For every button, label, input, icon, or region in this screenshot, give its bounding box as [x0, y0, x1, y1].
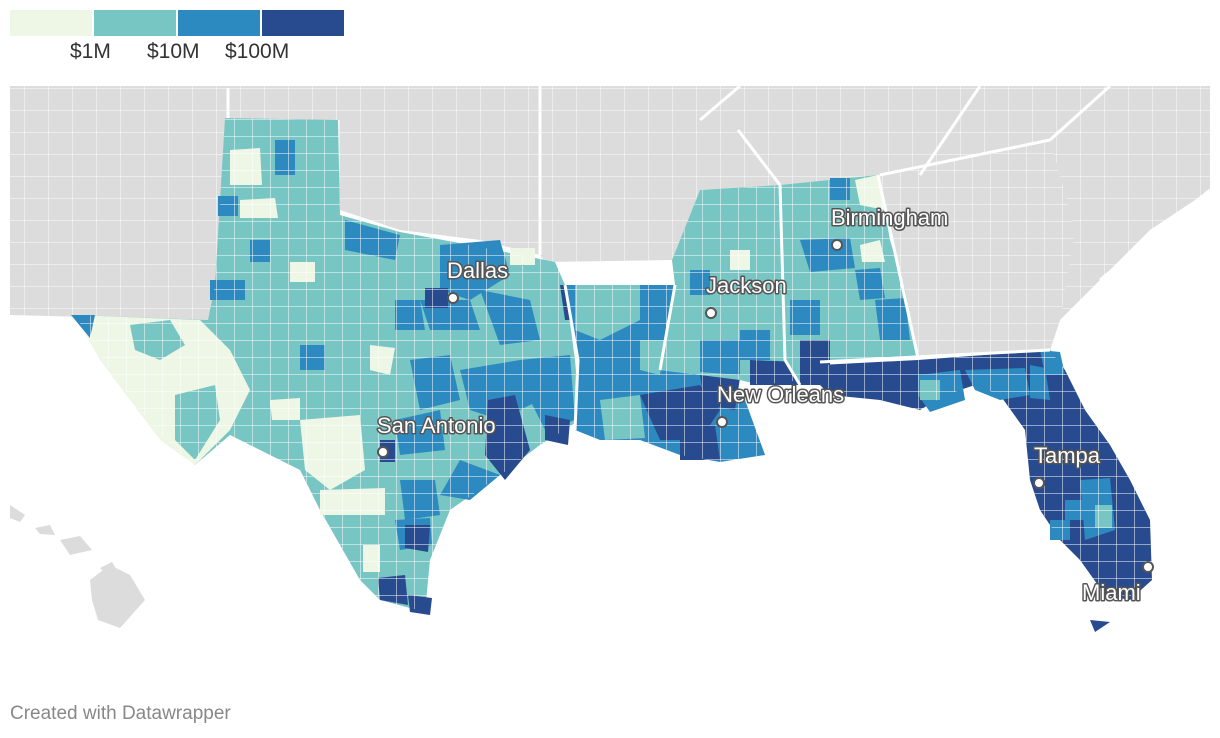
city-label-new-orleans: New Orleans [717, 382, 844, 407]
mississippi-state [660, 185, 800, 385]
alabama-state [780, 175, 918, 385]
legend-label-10m: $10M [147, 40, 200, 63]
hawaii-island-2 [10, 505, 25, 522]
city-label-tampa: Tampa [1034, 443, 1101, 468]
legend-swatch-lowest [10, 10, 92, 36]
hawaii-island-big [90, 565, 145, 628]
hawaii-island-3 [35, 525, 55, 535]
florida-state [820, 350, 1152, 632]
legend-swatch-high [178, 10, 260, 36]
city-dot-jackson [705, 307, 717, 319]
hawaii-island-1 [60, 536, 92, 555]
no-data-states [10, 84, 1211, 628]
legend-label-100m: $100M [225, 40, 290, 63]
texas-state [71, 118, 580, 615]
city-dot-san-antonio [377, 446, 389, 458]
county-map: Dallas Jackson Birmingham San Antonio Ne… [10, 84, 1211, 632]
legend-swatch-low [94, 10, 176, 36]
legend-swatch-highest [262, 10, 344, 36]
legend-label-1m: $1M [70, 40, 111, 63]
city-dot-miami [1142, 561, 1154, 573]
city-dot-dallas [447, 292, 459, 304]
city-label-jackson: Jackson [706, 273, 787, 298]
city-label-miami: Miami [1082, 580, 1141, 605]
louisiana-state [565, 285, 765, 462]
city-dot-tampa [1033, 477, 1045, 489]
city-label-san-antonio: San Antonio [377, 413, 496, 438]
city-dot-new-orleans [716, 416, 728, 428]
hawaii-island-4 [100, 562, 118, 574]
credit-text: Created with Datawrapper [10, 703, 231, 724]
city-label-birmingham: Birmingham [831, 205, 948, 230]
city-dot-birmingham [831, 239, 843, 251]
map-legend: $1M $10M $100M [0, 0, 360, 70]
city-label-dallas: Dallas [447, 258, 508, 283]
city-markers: Dallas Jackson Birmingham San Antonio Ne… [376, 204, 1154, 607]
